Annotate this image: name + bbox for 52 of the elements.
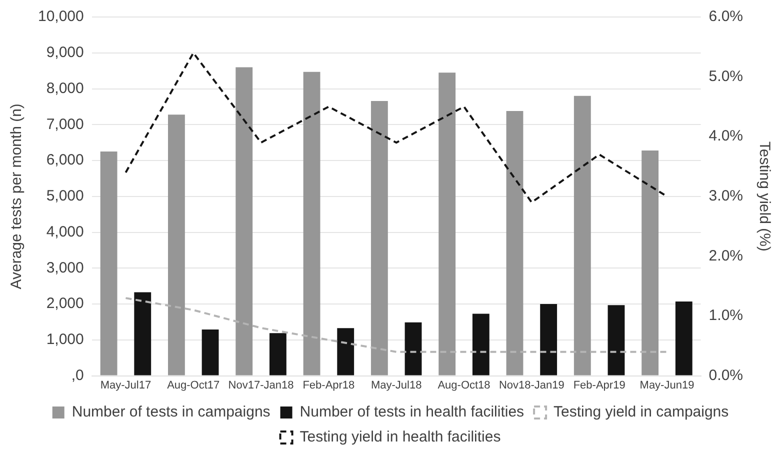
x-tick-label: Nov18-Jan19 <box>498 379 564 392</box>
bar <box>134 292 152 376</box>
bar <box>236 67 253 376</box>
legend-label: Number of tests in health facilities <box>300 404 524 421</box>
bar <box>642 150 659 376</box>
bar <box>370 100 388 376</box>
bar <box>202 330 219 376</box>
y-tick-label: 10,000 <box>38 8 84 26</box>
bar <box>574 96 591 376</box>
legend-label: Testing yield in campaigns <box>554 404 729 421</box>
y-tick-label: 6,000 <box>46 152 84 169</box>
y2-tick-label: 2.0% <box>708 247 744 264</box>
y-axis-title: Average tests per month (n) <box>8 104 26 290</box>
bar <box>540 304 558 376</box>
y-tick-label: 5,000 <box>46 188 84 205</box>
y-tick-label: ,0 <box>71 366 84 384</box>
bar <box>438 72 456 376</box>
legend-label: Number of tests in campaigns <box>72 404 270 421</box>
x-tick-label: Feb-Apr18 <box>302 379 355 392</box>
x-tick-label: May-Jul17 <box>100 379 152 392</box>
y2-tick-label: 4.0% <box>708 128 744 145</box>
bar <box>608 305 625 376</box>
x-tick-label: Aug-Oct17 <box>167 379 220 392</box>
bar <box>303 72 320 376</box>
x-tick-label: Nov17-Jan18 <box>228 379 294 392</box>
y-tick-label: 7,000 <box>46 116 84 133</box>
line-series <box>124 297 668 353</box>
x-tick-label: May-Jun19 <box>640 379 694 392</box>
y2-tick-label: 5.0% <box>708 68 744 85</box>
y-tick-label: 8,000 <box>46 80 84 97</box>
legend-label: Testing yield in health facilities <box>300 428 501 446</box>
y2-tick-label: 1.0% <box>708 307 744 324</box>
x-tick-label: Aug-Oct18 <box>438 379 490 392</box>
bar <box>404 322 422 376</box>
bar <box>337 328 354 376</box>
bar <box>168 114 185 376</box>
bar <box>100 152 118 376</box>
y-tick-label: 4,000 <box>46 223 84 240</box>
x-tick-label: May-Jul18 <box>370 379 422 392</box>
y-tick-label: 3,000 <box>46 259 84 276</box>
bar <box>675 302 692 376</box>
y2-tick-label: 6.0% <box>708 8 744 26</box>
y-tick-label: 2,000 <box>46 295 84 312</box>
y-tick-label: 1,000 <box>46 331 84 348</box>
x-tick-label: Feb-Apr19 <box>573 379 626 392</box>
y-tick-label: 9,000 <box>46 44 84 62</box>
y2-tick-label: 0.0% <box>708 366 744 384</box>
y2-axis-title: Testing yield (%) <box>756 141 773 252</box>
y2-tick-label: 3.0% <box>708 188 744 205</box>
bar <box>506 111 524 376</box>
bar <box>269 333 286 376</box>
bar <box>472 314 490 376</box>
